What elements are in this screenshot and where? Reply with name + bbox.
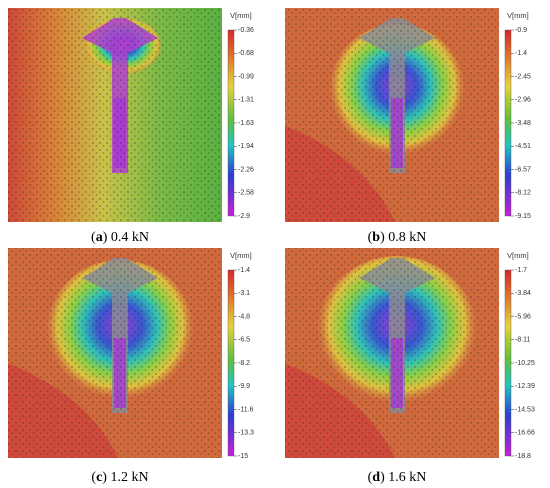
colorbar-unit: V[mm] — [507, 251, 529, 260]
panel: V[mm] -0.9 -1.4 -2.45 -2.96 -3.48 -4.51 -6.57 -8… — [285, 8, 531, 245]
colorbar-tick-label: -2.96 — [515, 97, 531, 104]
caption-part: ( — [91, 470, 96, 485]
caption-part: ) 1.6 kN — [380, 470, 426, 485]
colorbar-tick-label: -0.9 — [515, 27, 527, 34]
caption-part: a — [96, 230, 103, 245]
colorbar-tick-label: -4.8 — [238, 313, 250, 320]
colorbar-tick-label: -8.2 — [238, 360, 250, 367]
colorbar-tick-label: -6.57 — [515, 166, 531, 173]
colorbar-unit: V[mm] — [507, 11, 529, 20]
colorbar-tick-label: -5.96 — [515, 313, 531, 320]
colorbar-tick-label: -16.66 — [515, 430, 535, 437]
panel: V[mm] -1.7 -3.84 -5.96 -8.11 -10.25 -12.39 -14.… — [285, 248, 535, 485]
colorbar-tick-label: -1.63 — [238, 120, 254, 127]
colorbar-tick-label: -2.9 — [238, 213, 250, 220]
caption-part: ) 0.4 kN — [103, 230, 149, 245]
panel: V[mm] -0.36 -0.68 -0.99 -1.31 -1.63 -1.94 -2.26… — [8, 8, 254, 245]
colorbar-tick-label: -1.4 — [238, 267, 250, 274]
colorbar — [227, 269, 235, 457]
caption-part: ( — [368, 230, 373, 245]
colorbar-tick-label: -18.8 — [515, 453, 531, 460]
caption-part: d — [372, 470, 380, 485]
colorbar-tick-label: -1.94 — [238, 143, 254, 150]
caption-part: ) 0.8 kN — [380, 230, 426, 245]
caption-part: c — [96, 470, 102, 485]
colorbar-tick-label: -2.26 — [238, 166, 254, 173]
colorbar-tick-label: -0.68 — [238, 50, 254, 57]
colorbar-tick-label: -3.48 — [515, 120, 531, 127]
colorbar-tick-label: -6.5 — [238, 337, 250, 344]
colorbar-tick-label: -9.9 — [238, 383, 250, 390]
caption: (d) 1.6 kN — [368, 470, 427, 485]
colorbar-tick-label: -0.99 — [238, 73, 254, 80]
caption-part: ( — [91, 230, 96, 245]
colorbar-tick-label: -15 — [238, 453, 248, 460]
caption: (b) 0.8 kN — [368, 230, 427, 245]
caption-part: ) 1.2 kN — [102, 470, 148, 485]
caption-part: ( — [368, 470, 373, 485]
colorbar-tick-label: -12.39 — [515, 383, 535, 390]
caption: (c) 1.2 kN — [91, 470, 148, 485]
colorbar-tick-label: -1.4 — [515, 50, 527, 57]
colorbar-tick-label: -8.12 — [515, 190, 531, 197]
colorbar-tick-label: -9.15 — [515, 213, 531, 220]
colorbar-tick-label: -2.58 — [238, 190, 254, 197]
speckle — [8, 8, 222, 222]
colorbar-tick-label: -1.31 — [238, 97, 254, 104]
colorbar-tick-label: -2.45 — [515, 73, 531, 80]
colorbar — [227, 29, 235, 217]
colorbar-tick-label: -1.7 — [515, 267, 527, 274]
colorbar-tick-label: -3.84 — [515, 290, 531, 297]
colorbar-tick-label: -0.36 — [238, 27, 254, 34]
panel: V[mm] -1.4 -3.1 -4.8 -6.5 -8.2 -9.9 -11.6 -13.3 -… — [8, 248, 254, 485]
colorbar — [504, 29, 512, 217]
colorbar-tick-label: -14.53 — [515, 406, 535, 413]
colorbar-tick-label: -10.25 — [515, 360, 535, 367]
colorbar-tick-label: -3.1 — [238, 290, 250, 297]
colorbar-tick-label: -4.51 — [515, 143, 531, 150]
colorbar-unit: V[mm] — [230, 11, 252, 20]
speckle — [285, 8, 499, 222]
colorbar-unit: V[mm] — [230, 251, 252, 260]
speckle — [285, 248, 499, 458]
colorbar-tick-label: -13.3 — [238, 430, 254, 437]
caption: (a) 0.4 kN — [91, 230, 149, 245]
colorbar — [504, 269, 512, 457]
colorbar-tick-label: -11.6 — [238, 406, 254, 413]
caption-part: b — [372, 230, 380, 245]
colorbar-tick-label: -8.11 — [515, 337, 531, 344]
speckle — [8, 248, 222, 458]
